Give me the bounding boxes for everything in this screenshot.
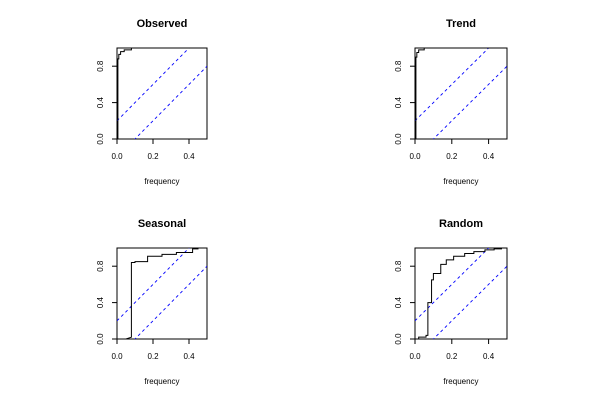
x-tick-label: 0.0	[111, 352, 123, 361]
y-tick-label: 0.0	[96, 133, 105, 145]
y-tick-label: 0.8	[96, 260, 105, 272]
panel-title: Trend	[446, 18, 476, 30]
x-tick-label: 0.0	[111, 152, 123, 161]
plot-frame	[414, 247, 508, 340]
x-tick-label: 0.2	[446, 352, 458, 361]
cumulative-periodogram-line	[117, 48, 207, 139]
y-tick-label: 0.0	[96, 333, 105, 345]
y-tick-label: 0.4	[394, 296, 403, 308]
x-tick-label: 0.0	[409, 352, 421, 361]
y-tick-label: 0.8	[394, 60, 403, 72]
cumulative-periodogram-line	[415, 48, 507, 139]
panel-observed: Observed frequency 0.0 0.2 0.4 0.0 0.4 0.8	[96, 18, 208, 186]
panel-title: Random	[439, 218, 483, 230]
y-tick-label: 0.0	[394, 133, 403, 145]
panel-trend: Trend frequency 0.0 0.2 0.4 0.0 0.4 0.8	[394, 18, 508, 186]
y-tick-label: 0.4	[96, 296, 105, 308]
x-tick-label: 0.4	[183, 352, 195, 361]
cumulative-periodogram-line	[415, 248, 507, 339]
panel-title: Observed	[137, 18, 188, 30]
y-tick-label: 0.8	[394, 260, 403, 272]
panel-title: Seasonal	[138, 218, 186, 230]
x-tick-label: 0.2	[147, 152, 159, 161]
x-axis-label: frequency	[144, 177, 179, 186]
x-tick-label: 0.4	[483, 152, 495, 161]
y-tick-label: 0.4	[96, 96, 105, 108]
cumulative-periodogram-line	[117, 248, 207, 339]
x-tick-label: 0.4	[483, 352, 495, 361]
x-axis-label: frequency	[144, 377, 179, 386]
x-tick-label: 0.2	[446, 152, 458, 161]
y-tick-label: 0.8	[96, 60, 105, 72]
panel-seasonal: Seasonal frequency 0.0 0.2 0.4 0.0 0.4 0.8	[96, 218, 208, 386]
x-axis-label: frequency	[443, 177, 478, 186]
panel-random: Random frequency 0.0 0.2 0.4 0.0 0.4 0.8	[394, 218, 508, 386]
x-tick-label: 0.2	[147, 352, 159, 361]
x-tick-label: 0.4	[183, 152, 195, 161]
x-axis-label: frequency	[443, 377, 478, 386]
x-tick-label: 0.0	[409, 152, 421, 161]
y-tick-label: 0.4	[394, 96, 403, 108]
y-tick-label: 0.0	[394, 333, 403, 345]
plot-frame	[116, 247, 208, 340]
